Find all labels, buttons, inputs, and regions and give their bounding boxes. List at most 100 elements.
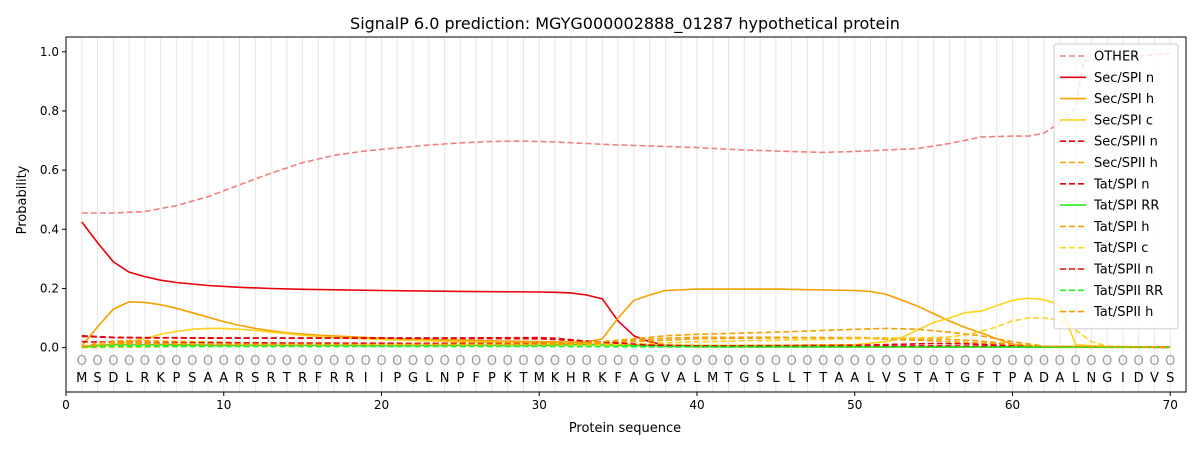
residue-letter: G xyxy=(1102,371,1112,386)
position-marker: O xyxy=(487,354,497,369)
residue-letter: F xyxy=(472,371,479,386)
residue-letter: L xyxy=(125,371,133,386)
series-line xyxy=(81,345,1171,349)
series-line xyxy=(81,327,1171,349)
position-marker: O xyxy=(171,354,181,369)
residue-letter: F xyxy=(614,371,621,386)
position-marker: O xyxy=(77,354,87,369)
x-tick-label: 30 xyxy=(532,398,547,412)
residue-letter: L xyxy=(788,371,796,386)
position-marker: O xyxy=(1149,354,1159,369)
position-marker: O xyxy=(282,354,292,369)
residue-letter: A xyxy=(677,371,686,386)
position-marker: O xyxy=(613,354,623,369)
position-marker: O xyxy=(960,354,970,369)
position-marker: O xyxy=(581,354,591,369)
residue-letter: A xyxy=(850,371,859,386)
position-marker: O xyxy=(755,354,765,369)
position-marker: O xyxy=(1070,354,1080,369)
residue-letter: P xyxy=(1009,371,1017,386)
position-marker: O xyxy=(108,354,118,369)
residue-letter: T xyxy=(818,371,827,386)
position-marker: O xyxy=(234,354,244,369)
position-marker: O xyxy=(550,354,560,369)
position-marker: O xyxy=(597,354,607,369)
residue-letter: M xyxy=(76,371,87,386)
position-marker: O xyxy=(897,354,907,369)
residue-letter: H xyxy=(566,371,576,386)
x-tick-label: 50 xyxy=(847,398,862,412)
position-marker: O xyxy=(503,354,513,369)
residue-letter: G xyxy=(408,371,418,386)
legend-label: Sec/SPI h xyxy=(1094,92,1154,107)
position-marker: O xyxy=(1039,354,1049,369)
residue-letter: P xyxy=(393,371,401,386)
residue-letter: R xyxy=(345,371,354,386)
position-marker: O xyxy=(771,354,781,369)
x-tick-label: 60 xyxy=(1005,398,1020,412)
position-marker: O xyxy=(818,354,828,369)
x-tick-label: 40 xyxy=(689,398,704,412)
residue-letter: T xyxy=(944,371,953,386)
residue-letter: S xyxy=(188,371,196,386)
position-marker: O xyxy=(802,354,812,369)
residue-letter: V xyxy=(661,371,670,386)
legend-label: Sec/SPI c xyxy=(1094,113,1153,128)
y-tick-label: 0.8 xyxy=(40,104,59,118)
residue-letter: L xyxy=(867,371,875,386)
position-marker: O xyxy=(408,354,418,369)
residue-letter: D xyxy=(1039,371,1049,386)
residue-letter: G xyxy=(739,371,749,386)
position-marker: O xyxy=(928,354,938,369)
series-line xyxy=(81,288,1171,349)
position-marker: O xyxy=(266,354,276,369)
x-axis-ticks: 0 10 20 30 40 50 60 70 xyxy=(62,392,1178,412)
residue-letter: L xyxy=(772,371,780,386)
legend-label: Tat/SPII n xyxy=(1093,263,1153,278)
position-marker: O xyxy=(787,354,797,369)
residue-letter: M xyxy=(534,371,545,386)
position-marker: O xyxy=(692,354,702,369)
y-tick-label: 0.2 xyxy=(40,281,59,295)
position-marker: O xyxy=(629,354,639,369)
position-marker: O xyxy=(361,354,371,369)
legend-label: Sec/SPI n xyxy=(1094,71,1154,86)
position-marker: O xyxy=(1102,354,1112,369)
series-line xyxy=(81,336,1171,349)
position-marker: O xyxy=(1165,354,1175,369)
legend-label: OTHER xyxy=(1094,50,1139,65)
x-tick-label: 20 xyxy=(374,398,389,412)
residue-letter: R xyxy=(267,371,276,386)
position-marker: O xyxy=(676,354,686,369)
position-marker: O xyxy=(834,354,844,369)
legend-label: Sec/SPII h xyxy=(1094,156,1158,171)
residue-letter: S xyxy=(756,371,764,386)
position-marker: O xyxy=(187,354,197,369)
x-tick-label: 10 xyxy=(216,398,231,412)
series-line xyxy=(81,52,1171,214)
residue-letter: T xyxy=(724,371,733,386)
position-marker: O xyxy=(471,354,481,369)
position-marker: O xyxy=(1023,354,1033,369)
position-marker: O xyxy=(992,354,1002,369)
residue-letter: A xyxy=(1055,371,1064,386)
series-line xyxy=(81,336,1171,349)
residue-letter: D xyxy=(108,371,118,386)
residue-letter: T xyxy=(802,371,811,386)
y-axis-label: Probability xyxy=(15,165,30,234)
residue-letter: T xyxy=(518,371,527,386)
residue-letter: K xyxy=(598,371,607,386)
residue-letter: L xyxy=(425,371,433,386)
position-marker: O xyxy=(645,354,655,369)
residue-letter: S xyxy=(1166,371,1174,386)
residue-letter: R xyxy=(140,371,149,386)
residue-letter: K xyxy=(156,371,165,386)
residue-letter: R xyxy=(582,371,591,386)
residue-letter: G xyxy=(645,371,655,386)
position-marker: O xyxy=(660,354,670,369)
position-marker: O xyxy=(1134,354,1144,369)
position-marker: O xyxy=(219,354,229,369)
position-marker: O xyxy=(850,354,860,369)
position-marker: O xyxy=(518,354,528,369)
